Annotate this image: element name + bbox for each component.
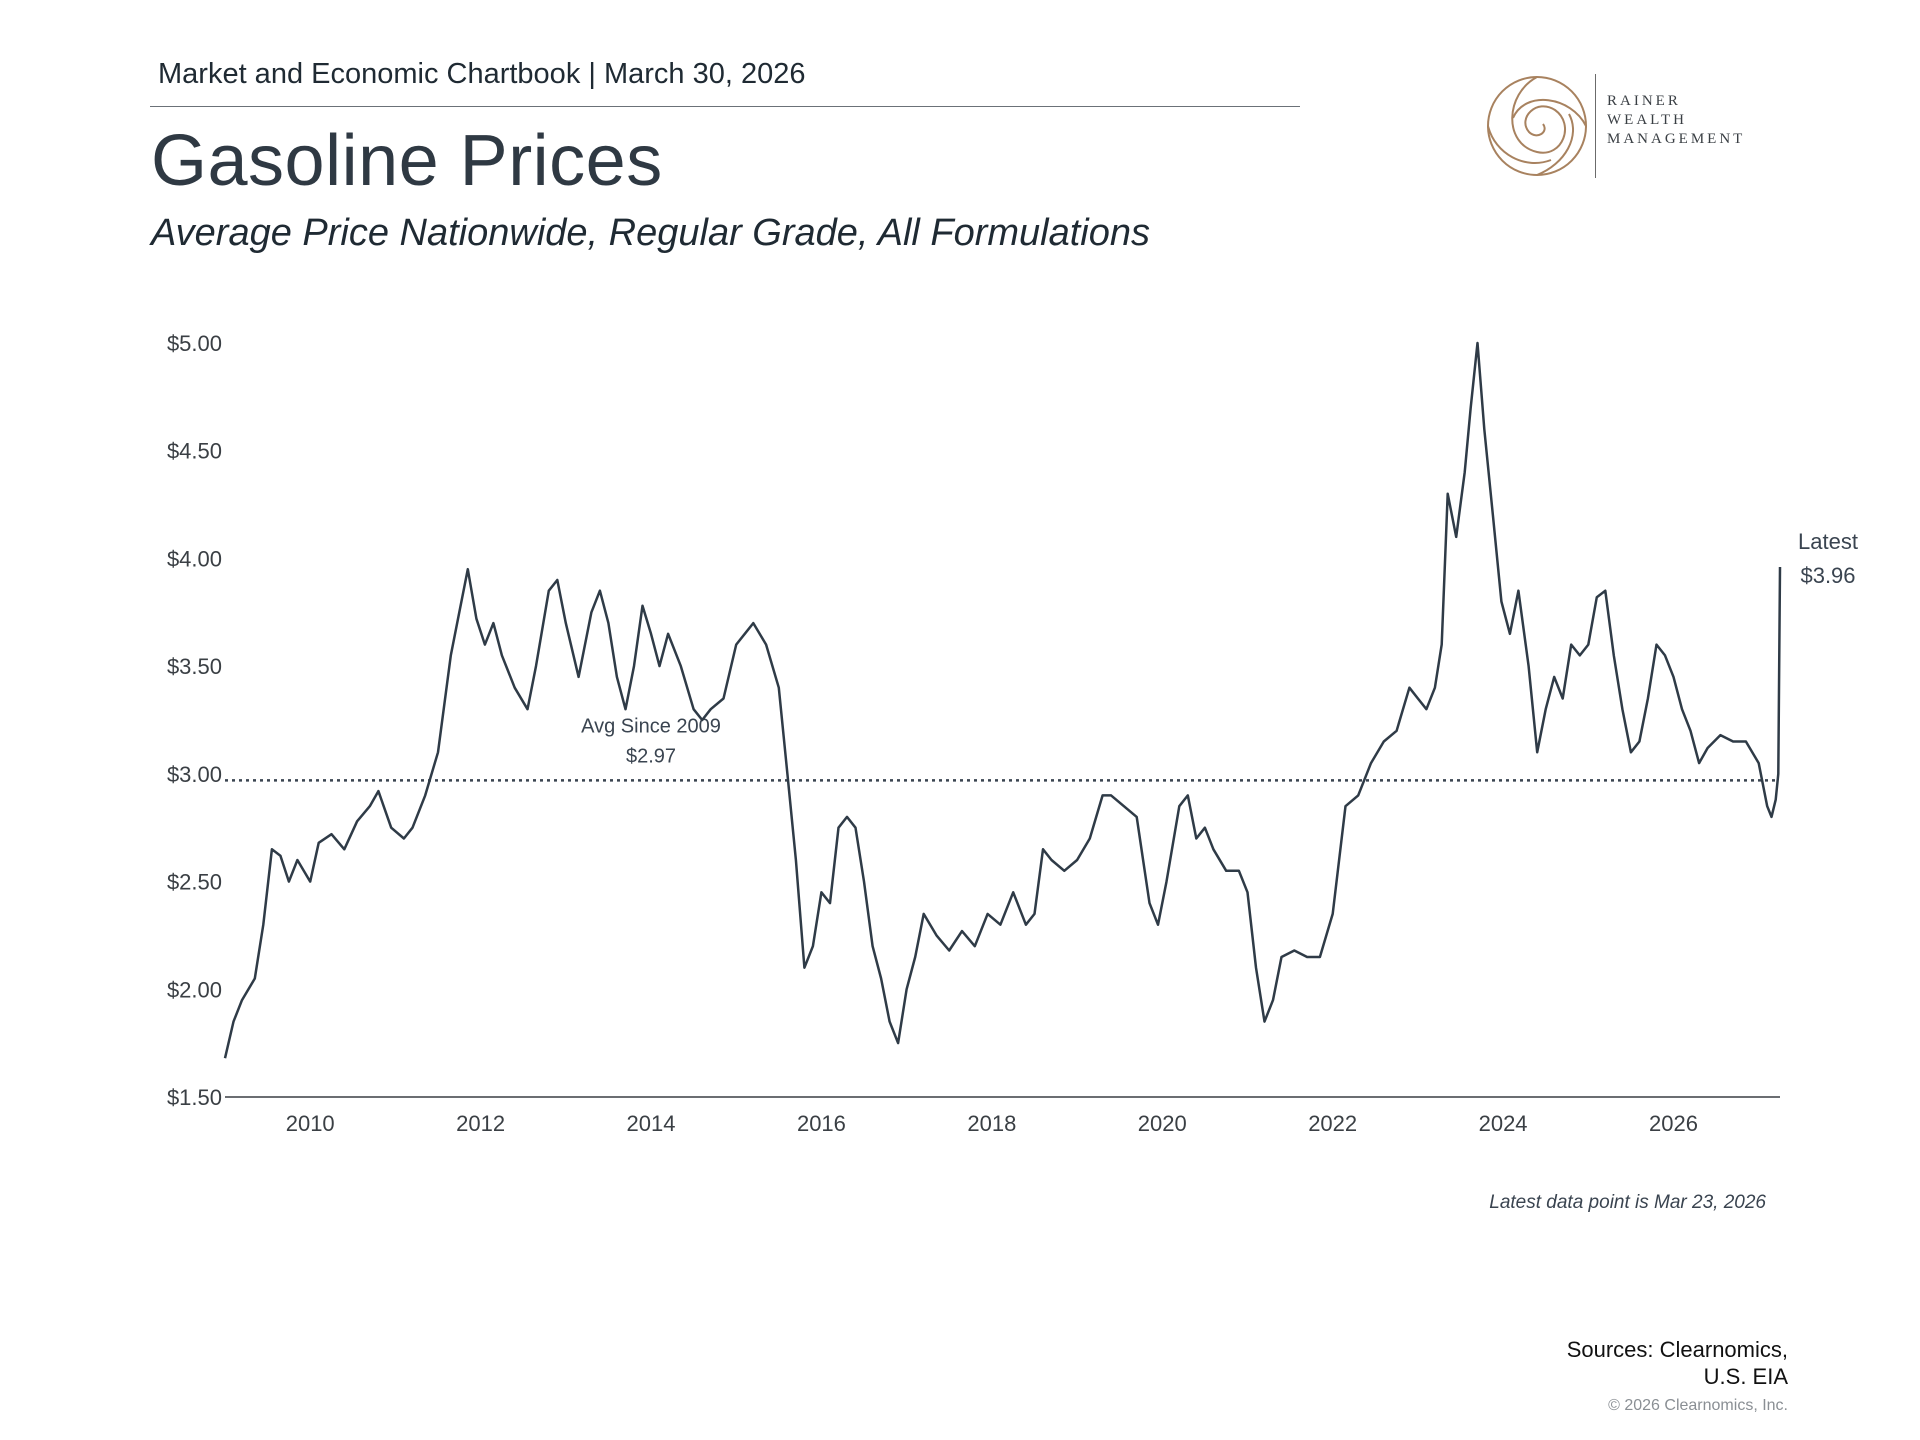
x-tick-label: 2012 (456, 1111, 505, 1136)
average-label: Avg Since 2009 (581, 715, 721, 737)
x-tick-label: 2010 (286, 1111, 335, 1136)
sources: Sources: Clearnomics, U.S. EIA (1567, 1336, 1788, 1390)
x-axis: 2010 2012 2014 2016 2018 2020 2022 2024 2026 (286, 1111, 1698, 1136)
x-tick-label: 2026 (1649, 1111, 1698, 1136)
x-tick-label: 2018 (967, 1111, 1016, 1136)
latest-label: Latest (1798, 529, 1858, 554)
logo-line-3: MANAGEMENT (1607, 131, 1746, 147)
page-subtitle: Average Price Nationwide, Regular Grade,… (151, 212, 1151, 254)
y-tick-label: $3.50 (167, 654, 222, 679)
x-tick-label: 2016 (797, 1111, 846, 1136)
sources-line-1: Sources: Clearnomics, (1566, 1337, 1788, 1362)
sources-line-2: U.S. EIA (1703, 1364, 1788, 1389)
y-axis: $1.50 $2.00 $2.50 $3.00 $3.50 $4.00 $4.50 $5.00 (167, 331, 222, 1110)
x-tick-label: 2020 (1138, 1111, 1187, 1136)
logo-wordmark: RAINER WEALTH MANAGEMENT (1607, 92, 1745, 149)
latest-value-label: $3.96 (1800, 563, 1855, 588)
logo-line-2: WEALTH (1607, 112, 1687, 128)
y-tick-label: $4.50 (167, 439, 222, 464)
x-tick-label: 2022 (1308, 1111, 1357, 1136)
header-divider (150, 106, 1300, 107)
x-tick-label: 2024 (1479, 1111, 1528, 1136)
chartbook-header: Market and Economic Chartbook | March 30… (158, 58, 806, 90)
page-title: Gasoline Prices (151, 121, 663, 201)
logo-line-1: RAINER (1607, 93, 1681, 109)
series-line (223, 341, 1782, 1059)
logo-spiral-icon (1487, 76, 1587, 176)
logo-divider (1595, 74, 1596, 178)
average-value-label: $2.97 (626, 745, 676, 767)
y-tick-label: $4.00 (167, 546, 222, 571)
x-tick-label: 2014 (627, 1111, 676, 1136)
y-tick-label: $1.50 (167, 1085, 222, 1110)
y-tick-label: $3.00 (167, 762, 222, 787)
y-tick-label: $2.50 (167, 870, 222, 895)
y-tick-label: $2.00 (167, 977, 222, 1002)
latest-data-note: Latest data point is Mar 23, 2026 (1489, 1192, 1766, 1213)
company-logo: RAINER WEALTH MANAGEMENT (1485, 74, 1785, 184)
copyright: © 2026 Clearnomics, Inc. (1608, 1397, 1788, 1414)
y-tick-label: $5.00 (167, 331, 222, 356)
